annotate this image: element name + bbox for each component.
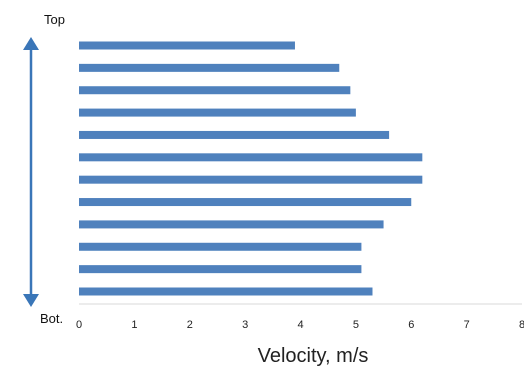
bar [79, 198, 412, 207]
x-tick-label: 4 [297, 319, 303, 331]
bar [79, 41, 295, 50]
arrow-down-icon [23, 294, 39, 307]
x-tick-label: 0 [76, 319, 82, 331]
x-tick-labels: 0 1 2 3 4 5 6 7 8 [76, 319, 524, 331]
arrow-up-icon [23, 37, 39, 50]
bar [79, 265, 362, 274]
x-tick-label: 5 [353, 319, 359, 331]
bars-group [79, 41, 423, 296]
top-label: Top [44, 12, 65, 27]
bar [79, 242, 362, 251]
bar [79, 130, 390, 139]
bar [79, 220, 384, 229]
x-tick-label: 1 [131, 319, 137, 331]
x-tick-label: 2 [187, 319, 193, 331]
x-tick-label: 8 [519, 319, 524, 331]
bar [79, 86, 351, 95]
bar [79, 153, 423, 162]
bar [79, 108, 356, 117]
bar [79, 175, 423, 184]
x-tick-label: 7 [464, 319, 470, 331]
bottom-label: Bot. [40, 311, 63, 326]
x-tick-label: 3 [242, 319, 248, 331]
bar [79, 63, 340, 72]
x-axis-title: Velocity, m/s [258, 345, 369, 367]
bar [79, 287, 373, 296]
x-tick-label: 6 [408, 319, 414, 331]
